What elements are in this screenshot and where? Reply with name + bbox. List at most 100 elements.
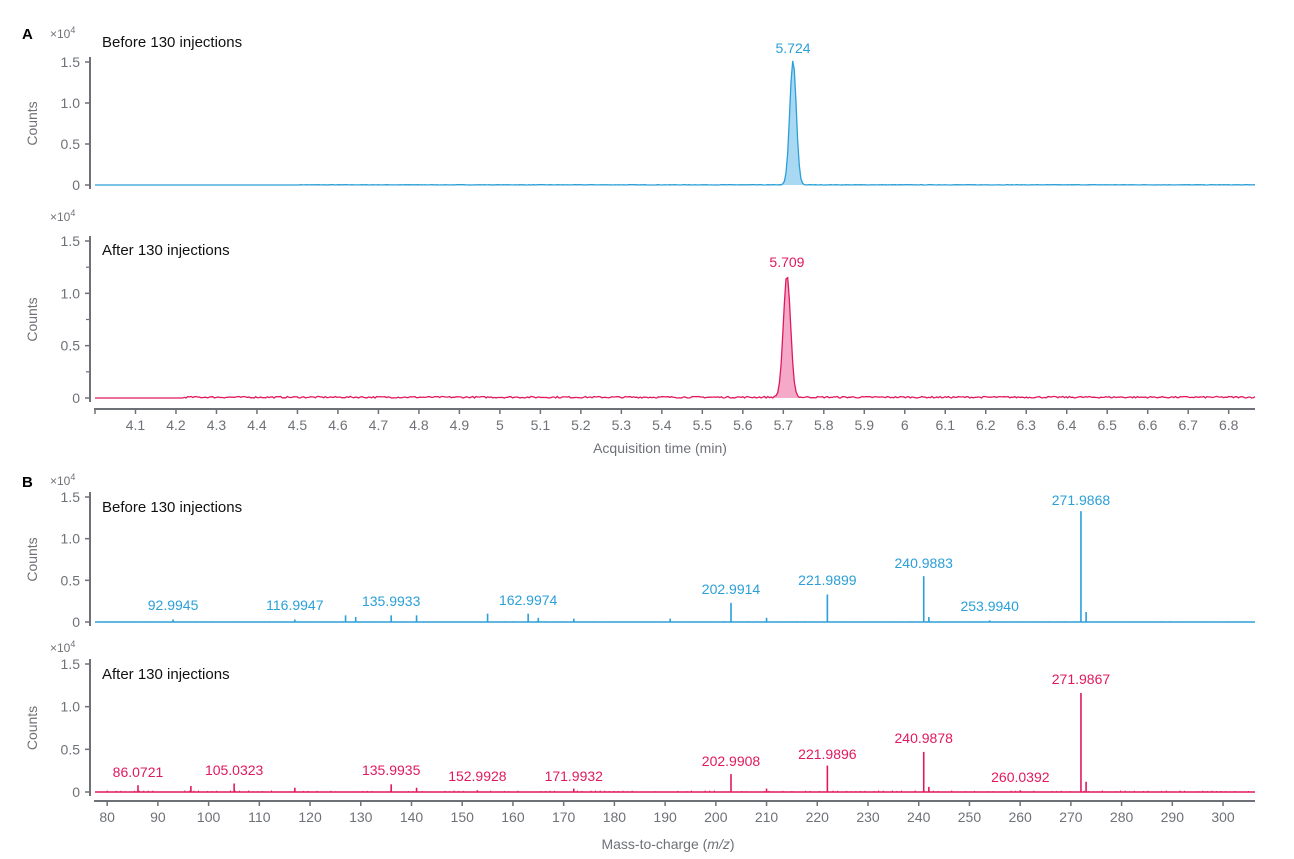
x-tick-label: 100	[197, 809, 221, 825]
y-multiplier: ×104	[50, 208, 75, 224]
x-tick-label: 4.1	[126, 417, 146, 433]
y-tick-label: 0.5	[61, 136, 81, 152]
y-multiplier-exponent: 4	[70, 639, 75, 649]
x-tick-label: 4.2	[166, 417, 186, 433]
x-tick-label: 160	[501, 809, 525, 825]
x-axis-title-mz-prefix: Mass-to-charge (	[601, 836, 707, 852]
y-tick-label: 1.5	[61, 233, 81, 249]
x-axis-title-time: Acquisition time (min)	[593, 440, 727, 456]
x-tick-label: 260	[1008, 809, 1032, 825]
x-tick-label: 5.5	[693, 417, 713, 433]
peak-label: 260.0392	[991, 769, 1050, 785]
plot-panel-b-after: 0 0.5 1.0 1.5×104 Counts After 130 injections…	[24, 639, 1255, 825]
series-label: Before 130 injections	[102, 34, 242, 51]
peak-label: 271.9867	[1052, 671, 1111, 687]
x-tick-label: 5.9	[855, 417, 875, 433]
x-tick-label: 250	[958, 809, 982, 825]
x-tick-label: 6.3	[1017, 417, 1037, 433]
y-tick-label: 0.5	[61, 741, 81, 757]
y-tick-label: 1.5	[61, 54, 81, 70]
peak-label: 135.9935	[362, 762, 421, 778]
x-tick-label: 5	[496, 417, 504, 433]
peak-label: 171.9932	[545, 768, 604, 784]
x-tick-label: 4.7	[369, 417, 389, 433]
peak-label: 202.9908	[702, 753, 761, 769]
x-tick-label: 5.7	[774, 417, 794, 433]
y-tick-label: 0	[72, 614, 80, 630]
x-tick-label: 4.3	[207, 417, 227, 433]
peak-label: 92.9945	[148, 597, 199, 613]
peak-label: 105.0323	[205, 762, 264, 778]
x-tick-label: 90	[150, 809, 166, 825]
x-tick-label: 6.6	[1138, 417, 1158, 433]
x-tick-label: 240	[907, 809, 931, 825]
x-tick-label: 130	[349, 809, 373, 825]
x-tick-label: 170	[552, 809, 576, 825]
x-tick-label: 6.7	[1178, 417, 1198, 433]
x-tick-label: 200	[704, 809, 728, 825]
x-tick-label: 300	[1211, 809, 1235, 825]
plot-panel-a-before: 0 0.5 1.0 1.5 ×104 Counts Before 130 injection…	[24, 25, 1255, 193]
peak-label: 221.9896	[798, 746, 857, 762]
plot-panel-a-after: 0 0.5 1.0 1.5 ×104 Counts After 130 injections…	[24, 208, 1256, 433]
x-tick-label: 140	[400, 809, 424, 825]
panel-letter-a: A	[22, 26, 33, 43]
peak-area	[777, 60, 808, 185]
peak-label: 152.9928	[448, 768, 507, 784]
y-tick-label: 1.0	[61, 699, 81, 715]
x-tick-label: 6.5	[1097, 417, 1117, 433]
y-tick-label: 0	[72, 784, 80, 800]
x-tick-label: 4.9	[450, 417, 470, 433]
x-axis-title-mz-italic: m/z	[707, 836, 730, 852]
x-tick-label: 180	[603, 809, 627, 825]
x-tick-label: 5.6	[733, 417, 753, 433]
peak-area	[771, 277, 803, 398]
x-tick-label: 5.8	[814, 417, 834, 433]
x-tick-label: 120	[298, 809, 322, 825]
peak-label: 240.9878	[895, 730, 954, 746]
y-tick-label: 0	[72, 390, 80, 406]
y-axis-title: Counts	[24, 706, 40, 750]
x-tick-label: 190	[653, 809, 677, 825]
y-tick-label: 0.5	[61, 572, 81, 588]
y-tick-label: 1.5	[61, 489, 81, 505]
x-tick-label: 6.1	[936, 417, 956, 433]
x-tick-label: 4.8	[409, 417, 429, 433]
y-axis-title: Counts	[24, 537, 40, 581]
peak-label: 202.9914	[702, 581, 761, 597]
x-tick-label: 5.2	[571, 417, 591, 433]
chromatogram-trace	[95, 276, 1256, 399]
x-tick-label: 80	[99, 809, 115, 825]
y-tick-label: 1.0	[61, 95, 81, 111]
y-multiplier-base: ×10	[50, 27, 71, 41]
x-tick-label: 220	[806, 809, 830, 825]
x-tick-label: 280	[1110, 809, 1134, 825]
x-tick-label: 6.4	[1057, 417, 1077, 433]
x-tick-label: 110	[248, 809, 271, 825]
chromatogram-trace	[95, 60, 1255, 186]
x-tick-label: 4.4	[247, 417, 267, 433]
series-label: After 130 injections	[102, 666, 230, 683]
peak-label: 221.9899	[798, 572, 857, 588]
peak-label: 271.9868	[1052, 492, 1111, 508]
y-tick-label: 0	[72, 177, 80, 193]
peak-label: 5.709	[769, 254, 804, 270]
y-multiplier: ×104	[50, 639, 75, 655]
y-multiplier-exponent: 4	[70, 208, 75, 218]
x-tick-label: 270	[1059, 809, 1083, 825]
x-tick-label: 5.1	[531, 417, 551, 433]
y-tick-label: 1.0	[61, 531, 81, 547]
x-axis-title-mz-suffix: )	[730, 836, 735, 852]
y-tick-label: 1.0	[61, 285, 81, 301]
x-tick-label: 210	[755, 809, 779, 825]
y-multiplier: ×104	[50, 25, 75, 41]
x-tick-label: 4.6	[328, 417, 348, 433]
x-tick-label: 150	[451, 809, 475, 825]
series-label: After 130 injections	[102, 242, 230, 259]
y-multiplier: ×104	[50, 472, 75, 488]
series-label: Before 130 injections	[102, 499, 242, 516]
x-tick-label: 6.2	[976, 417, 996, 433]
plot-panel-b-before: 0 0.5 1.0 1.5×104 Counts Before 130 injection…	[24, 472, 1255, 630]
